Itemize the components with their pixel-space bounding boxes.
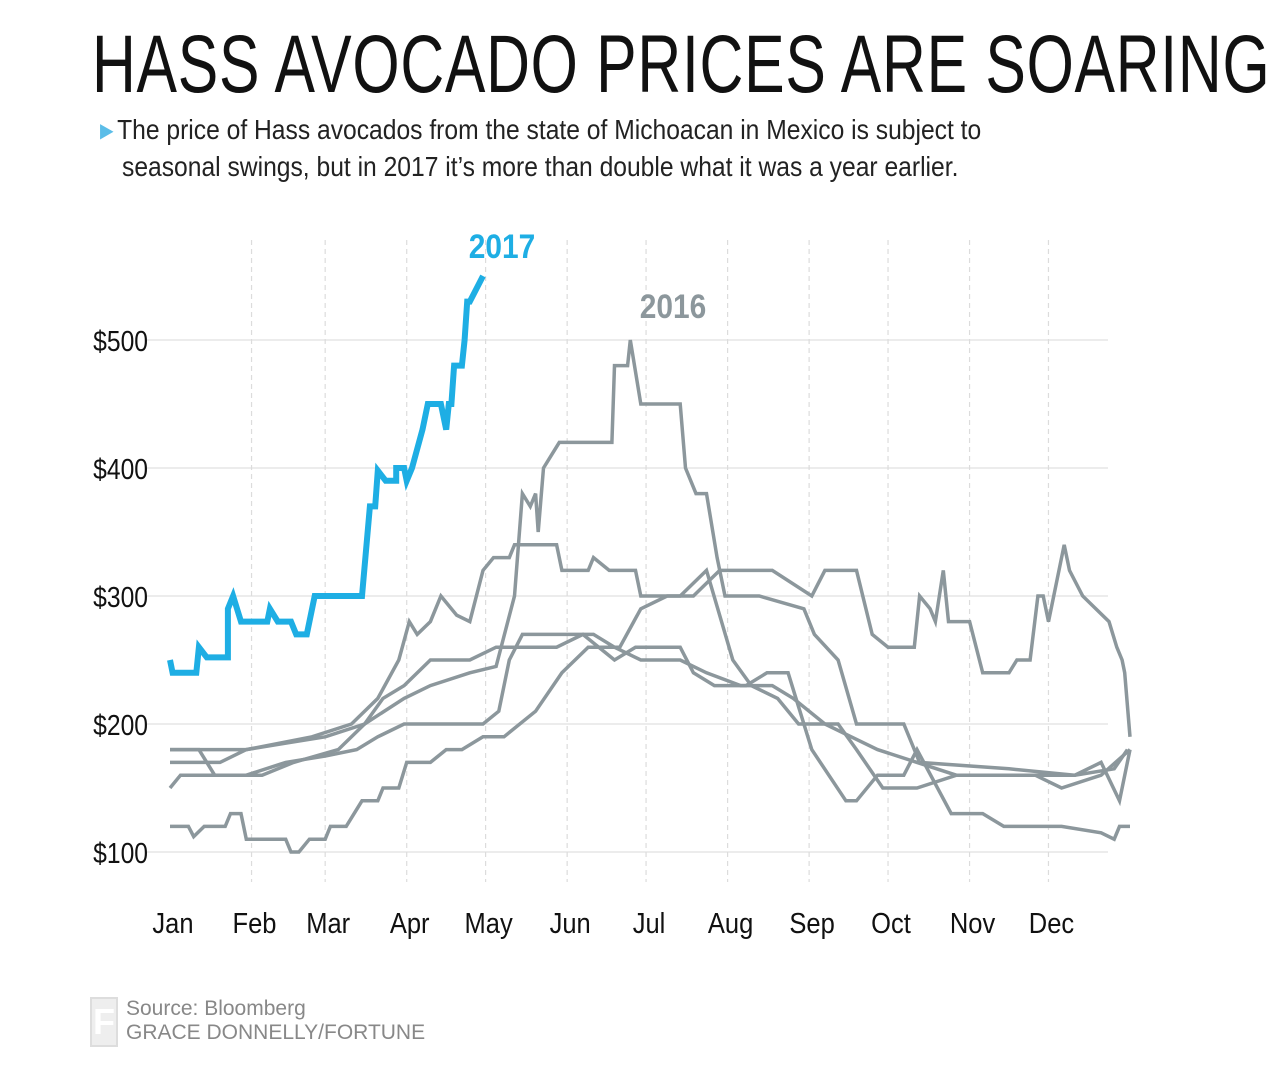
- x-tick-label: Jan: [152, 906, 193, 939]
- x-tick-label: May: [465, 906, 514, 939]
- subtitle-line-2: seasonal swings, but in 2017 it’s more t…: [122, 151, 959, 182]
- subtitle-line-1: The price of Hass avocados from the stat…: [117, 114, 982, 145]
- y-tick-label: $200: [93, 709, 148, 741]
- chart-subtitle: ▶ The price of Hass avocados from the sta…: [100, 112, 1068, 184]
- x-tick-label: Nov: [950, 906, 996, 939]
- series-line-other-year: [170, 543, 1132, 790]
- series-lines: [167, 274, 1132, 854]
- series-line-2017: [167, 274, 486, 676]
- annotations: 2017 2016: [469, 227, 707, 325]
- series-line-other-year: [170, 544, 1132, 854]
- x-tick-label: Jul: [633, 906, 666, 939]
- series-line-other-year: [170, 632, 1130, 842]
- x-tick-label: Jun: [550, 906, 591, 939]
- x-tick-label: Sep: [789, 906, 834, 939]
- y-tick-label: $100: [93, 837, 148, 869]
- fortune-logo: F: [90, 997, 118, 1047]
- x-tick-label: Apr: [390, 906, 430, 939]
- series-line-2016: [170, 339, 1129, 777]
- y-axis-labels: $100 $200 $300 $400 $500: [93, 325, 148, 869]
- triangle-right-icon: ▶: [100, 120, 114, 142]
- x-tick-label: Dec: [1029, 906, 1074, 939]
- y-tick-label: $300: [93, 581, 148, 613]
- x-tick-label: Oct: [871, 906, 911, 939]
- y-tick-label: $500: [93, 325, 148, 357]
- x-tick-label: Aug: [708, 906, 753, 939]
- annotation-2016: 2016: [640, 287, 707, 325]
- annotation-2017: 2017: [469, 227, 536, 265]
- y-tick-label: $400: [93, 453, 148, 485]
- x-tick-label: Feb: [233, 906, 277, 939]
- grid: [145, 240, 1108, 882]
- series-line-other-year: [168, 632, 1132, 807]
- credit-text: GRACE DONNELLY/FORTUNE: [126, 1021, 426, 1044]
- x-axis-labels: Jan Feb Mar Apr May Jun Jul Aug Sep Oct Nov Dec: [152, 906, 1074, 939]
- source-text: Source: Bloomberg: [126, 997, 306, 1020]
- chart-title: HASS AVOCADO PRICES ARE SOARING: [92, 19, 1271, 110]
- x-tick-label: Mar: [306, 906, 350, 939]
